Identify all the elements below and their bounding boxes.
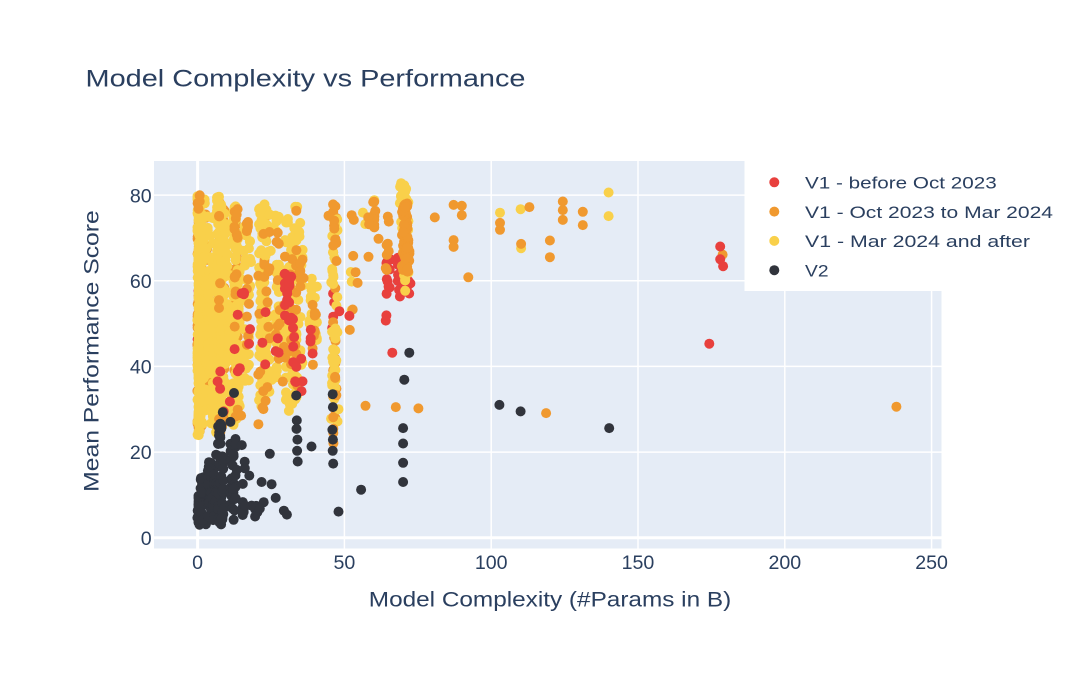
svg-text:40: 40: [130, 357, 152, 379]
svg-text:V2: V2: [805, 261, 829, 280]
svg-text:100: 100: [475, 552, 508, 574]
svg-text:0: 0: [192, 552, 203, 574]
svg-text:250: 250: [915, 552, 948, 574]
svg-text:200: 200: [768, 552, 801, 574]
svg-text:0: 0: [141, 528, 152, 550]
svg-text:V1 - Oct 2023 to Mar 2024: V1 - Oct 2023 to Mar 2024: [805, 203, 1053, 222]
svg-text:V1 - Mar 2024 and after: V1 - Mar 2024 and after: [805, 232, 1030, 251]
svg-text:150: 150: [622, 552, 655, 574]
svg-text:80: 80: [130, 185, 152, 207]
svg-text:Model Complexity (#Params in B: Model Complexity (#Params in B): [369, 587, 731, 611]
svg-text:50: 50: [334, 552, 356, 574]
svg-text:Mean Performance Score: Mean Performance Score: [80, 210, 104, 492]
svg-text:20: 20: [130, 442, 152, 464]
svg-text:60: 60: [130, 271, 152, 293]
svg-text:V1 - before Oct 2023: V1 - before Oct 2023: [805, 174, 997, 193]
svg-text:Model Complexity vs Performanc: Model Complexity vs Performance: [86, 65, 526, 92]
